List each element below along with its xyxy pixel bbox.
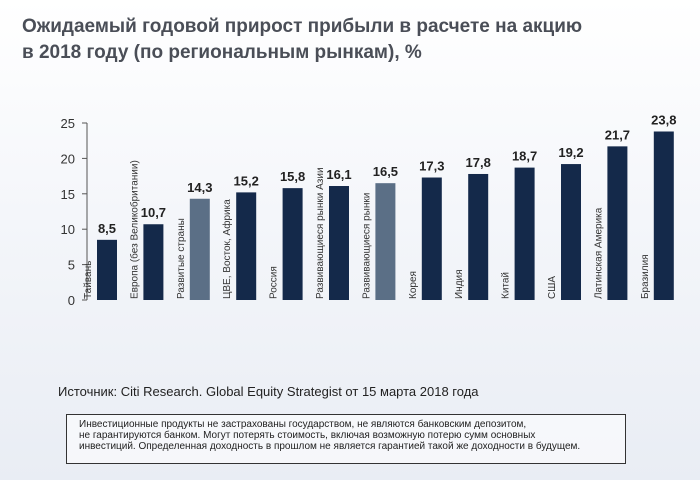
- bar-value-label: 10,7: [141, 205, 166, 220]
- y-tick-label: 0: [68, 293, 75, 308]
- bar-value-label: 19,2: [558, 145, 583, 160]
- category-label: Развитые страны: [176, 218, 187, 299]
- category-label: Китай: [501, 272, 512, 299]
- source-note: Источник: Citi Research. Global Equity S…: [58, 384, 479, 399]
- category-label: Тайвань: [83, 261, 94, 299]
- bar: [236, 192, 257, 300]
- bar: [375, 183, 396, 300]
- bar-value-label: 23,8: [651, 112, 676, 127]
- bar-value-label: 15,2: [234, 173, 259, 188]
- disclaimer-line-1: Инвестиционные продукты не застрахованы …: [79, 419, 527, 430]
- bar: [514, 167, 535, 300]
- y-tick-label: 20: [61, 151, 75, 166]
- category-label: Развивающиеся рынки Азии: [315, 167, 326, 299]
- category-label: Бразилия: [640, 254, 651, 299]
- bar-value-label: 16,1: [326, 167, 351, 182]
- category-label: Корея: [408, 271, 419, 299]
- disclaimer-line-3: инвестиций. Определенная доходность в пр…: [79, 441, 581, 452]
- category-label: ЦВЕ, Восток, Африка: [221, 199, 233, 299]
- bar: [421, 177, 442, 300]
- title-line-2: в 2018 году (по региональным рынкам), %: [22, 42, 422, 63]
- bar-value-label: 21,7: [605, 127, 630, 142]
- title-line-1: Ожидаемый годовой прирост прибыли в расч…: [22, 16, 583, 37]
- bar-value-label: 8,5: [98, 221, 116, 236]
- bar: [97, 239, 117, 300]
- category-label: Индия: [454, 269, 465, 299]
- bar: [143, 224, 164, 300]
- y-tick-label: 25: [61, 116, 75, 131]
- disclaimer-line-2: не гарантируются банком. Могут потерять …: [79, 430, 536, 441]
- category-label: Развивающиеся рынки: [361, 193, 372, 299]
- bar: [561, 164, 581, 300]
- bar-value-label: 17,3: [419, 159, 444, 174]
- bar-value-label: 16,5: [373, 164, 398, 179]
- bar-value-label: 17,8: [466, 155, 491, 170]
- disclaimer-box: Инвестиционные продукты не застрахованы …: [66, 414, 626, 464]
- bar: [282, 188, 303, 300]
- y-tick-label: 5: [68, 258, 75, 273]
- category-label: Россия: [269, 266, 280, 299]
- y-tick-label: 10: [61, 222, 75, 237]
- bar: [468, 173, 489, 300]
- chart-title: Ожидаемый годовой прирост прибыли в расч…: [22, 14, 682, 66]
- bar-value-label: 18,7: [512, 149, 537, 164]
- category-label: Европа (без Великобритании): [128, 160, 140, 299]
- bar: [607, 146, 628, 300]
- bar: [329, 186, 349, 300]
- y-tick-label: 15: [61, 187, 75, 202]
- bar-value-label: 15,8: [280, 169, 305, 184]
- category-label: США: [547, 276, 558, 299]
- category-label: Латинская Америка: [593, 207, 604, 299]
- bar: [189, 198, 210, 300]
- bar-value-label: 14,3: [187, 180, 212, 195]
- bar: [653, 131, 674, 300]
